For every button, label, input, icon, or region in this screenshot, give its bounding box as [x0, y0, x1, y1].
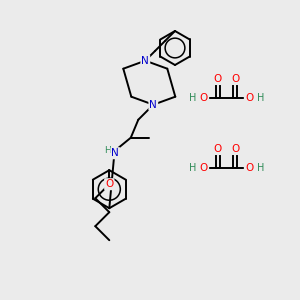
Text: O: O	[200, 163, 208, 173]
Text: N: N	[111, 148, 119, 158]
Text: O: O	[105, 179, 113, 189]
Text: H: H	[189, 163, 197, 173]
Text: O: O	[231, 74, 239, 84]
Text: H: H	[257, 163, 265, 173]
Text: H: H	[105, 146, 111, 155]
Text: O: O	[231, 144, 239, 154]
Text: O: O	[214, 144, 222, 154]
Text: H: H	[257, 93, 265, 103]
Text: H: H	[189, 93, 197, 103]
Text: O: O	[245, 163, 253, 173]
Text: O: O	[245, 93, 253, 103]
Text: O: O	[200, 93, 208, 103]
Text: O: O	[214, 74, 222, 84]
Text: N: N	[141, 56, 149, 66]
Text: N: N	[149, 100, 157, 110]
